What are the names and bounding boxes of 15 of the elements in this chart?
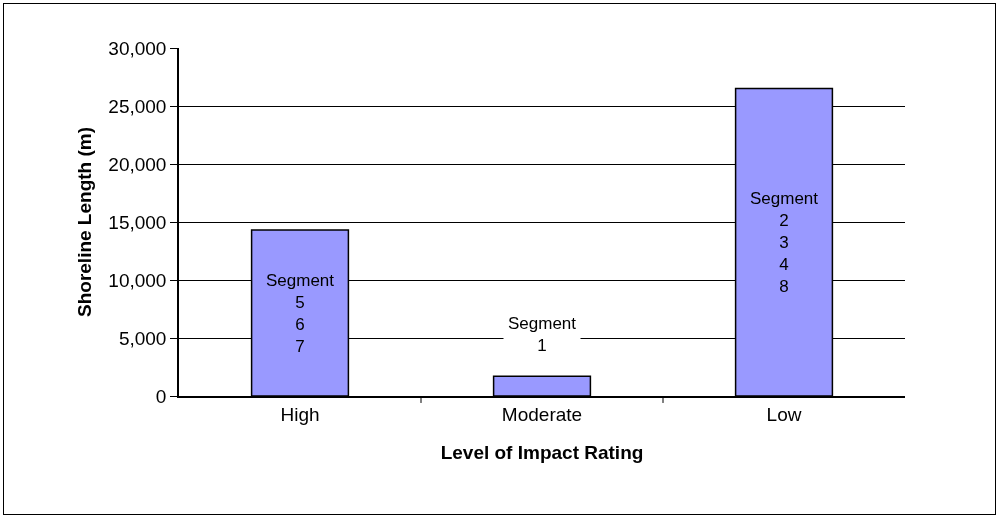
x-tick-label: Moderate	[501, 403, 583, 425]
annotation: Segment 2 3 4 8	[750, 189, 819, 297]
y-tick-label: 20,000	[108, 153, 167, 175]
y-tick-label: 10,000	[108, 269, 167, 291]
x-axis-title: Level of Impact Rating	[440, 441, 644, 463]
y-tick-label: 25,000	[108, 95, 167, 117]
y-tick-label: 0	[155, 385, 167, 407]
y-tick-label: 5,000	[118, 327, 167, 349]
annotation: Segment 5 6 7	[266, 271, 335, 357]
y-axis-title: Shoreline Length (m)	[73, 127, 95, 317]
y-tick-label: 30,000	[108, 37, 167, 59]
x-tick-label: High	[280, 403, 320, 425]
annotation: Segment 1	[508, 314, 577, 356]
y-tick-label: 15,000	[108, 211, 167, 233]
x-tick-label: Low	[766, 403, 802, 425]
